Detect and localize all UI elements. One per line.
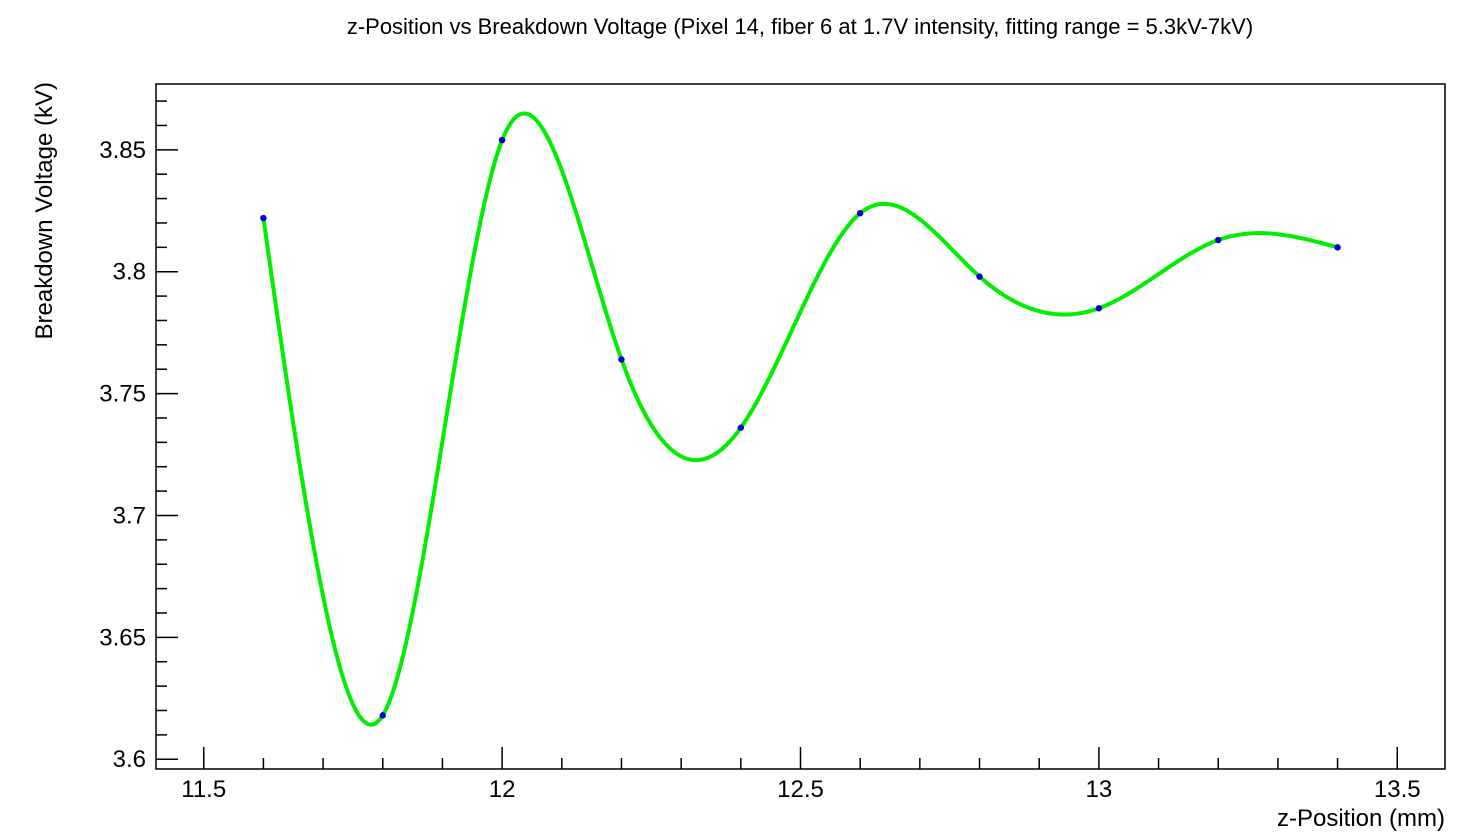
y-tick-label: 3.65 [99, 624, 146, 651]
y-tick-label: 3.6 [113, 746, 146, 773]
data-point [737, 424, 745, 431]
series-group [260, 111, 1341, 727]
fit-curve [261, 111, 1339, 727]
x-tick-label: 13 [1086, 776, 1113, 803]
y-axis: 3.6 3.65 3.7 3.75 3.8 3.85 [99, 100, 178, 773]
data-point [856, 209, 864, 217]
y-axis-title: Breakdown Voltage (kV) [31, 82, 58, 339]
data-point [618, 356, 625, 363]
x-axis: 11.5 12 12.5 13 13.5 [181, 747, 1421, 803]
x-axis-title: z-Position (mm) [1277, 805, 1445, 832]
data-point [260, 214, 267, 222]
y-tick-label: 3.8 [113, 259, 146, 286]
data-point [1334, 244, 1341, 251]
y-tick-label: 3.85 [99, 137, 146, 164]
data-point [1215, 236, 1222, 244]
data-point [976, 273, 983, 280]
x-tick-label: 12.5 [777, 776, 824, 803]
data-point [1095, 305, 1103, 312]
data-point [379, 712, 386, 719]
chart-title: z-Position vs Breakdown Voltage (Pixel 1… [347, 14, 1253, 39]
x-tick-label: 12 [489, 776, 516, 803]
plot-frame [155, 83, 1446, 770]
x-tick-label: 11.5 [181, 776, 226, 803]
y-tick-label: 3.7 [113, 502, 146, 529]
data-point [498, 136, 506, 144]
y-tick-label: 3.75 [99, 381, 146, 408]
x-tick-label: 13.5 [1374, 776, 1421, 803]
